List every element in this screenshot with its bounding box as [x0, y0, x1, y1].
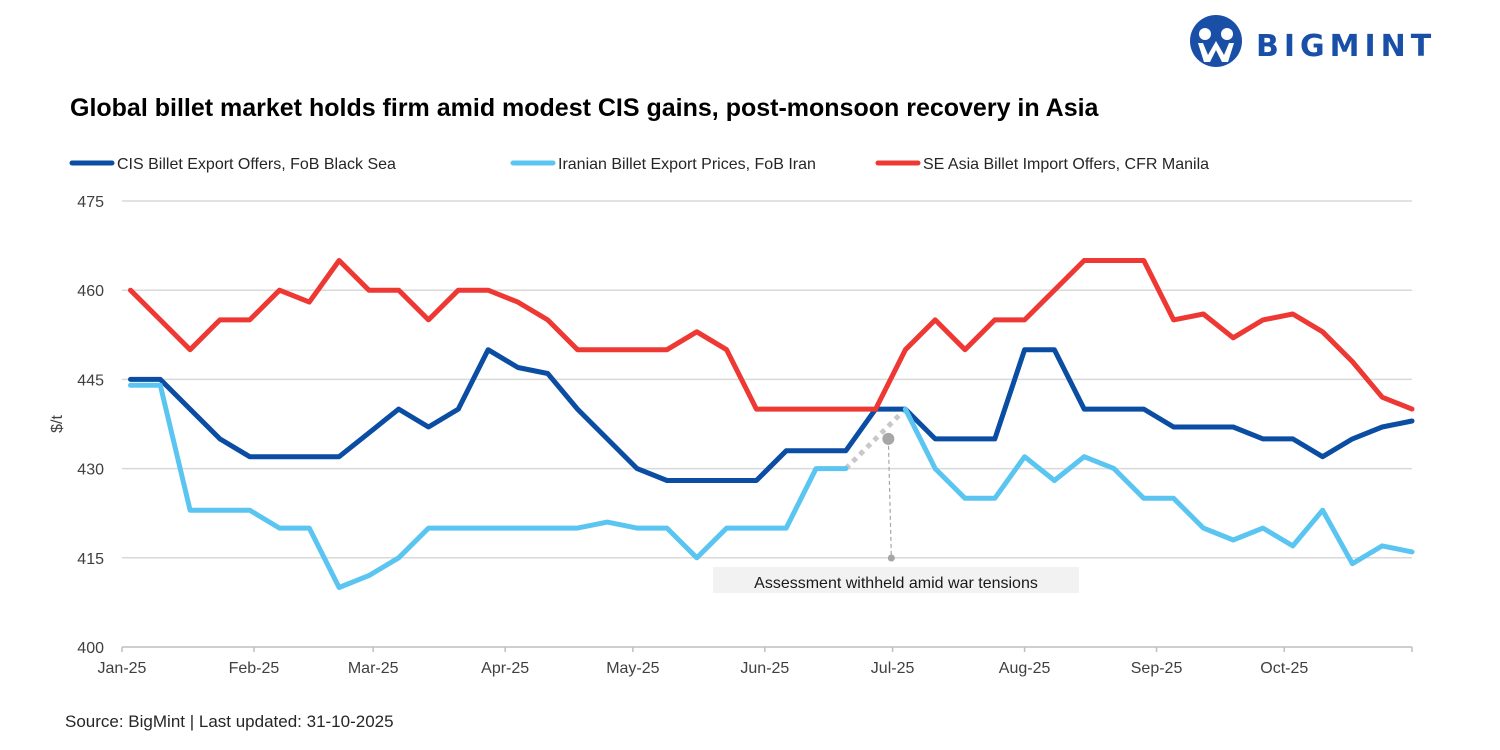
y-tick-label: 430: [77, 462, 104, 479]
y-tick-label: 415: [77, 551, 104, 568]
legend-label: CIS Billet Export Offers, FoB Black Sea: [117, 156, 396, 173]
x-axis: Jan-25 Feb-25 Mar-25 Apr-25 May-25 Jun-25 Jul-…: [98, 647, 1413, 677]
x-tick-label: May-25: [606, 660, 659, 677]
series-line-2: [902, 406, 1415, 567]
annotation-dot: [882, 432, 895, 445]
logo-text: BIGMINT: [1256, 29, 1436, 64]
x-tick-label: Mar-25: [348, 660, 399, 677]
y-axis-label: $/t: [49, 415, 66, 433]
annotation-box: [713, 567, 1079, 593]
x-tick-label: Jan-25: [98, 660, 147, 677]
y-tick-label: 445: [77, 372, 104, 389]
x-tick-label: Feb-25: [229, 660, 280, 677]
y-tick-label: 475: [77, 194, 104, 211]
x-tick-label: Aug-25: [999, 660, 1051, 677]
legend: CIS Billet Export Offers, FoB Black Sea I…: [69, 156, 1209, 173]
y-axis: 400 415 430 445 460 475: [77, 194, 104, 657]
legend-label: Iranian Billet Export Prices, FoB Iran: [558, 156, 816, 173]
gap-dotted-line: [843, 407, 908, 471]
annotation-text: Assessment withheld amid war tensions: [754, 575, 1038, 592]
y-tick-label: 460: [77, 283, 104, 300]
series-lines: [128, 258, 1415, 590]
y-tick-label: 400: [77, 640, 104, 657]
source-note: Source: BigMint | Last updated: 31-10-20…: [65, 712, 394, 731]
x-tick-label: Sep-25: [1131, 660, 1183, 677]
x-tick-label: Jun-25: [740, 660, 789, 677]
gridlines: [122, 200, 1412, 648]
chart-title: Global billet market holds firm amid mod…: [70, 94, 1100, 122]
bigmint-logo: BIGMINT: [1190, 15, 1436, 67]
series-line-1: [128, 347, 1415, 483]
x-tick-label: Jul-25: [871, 660, 915, 677]
annotation: Assessment withheld amid war tensions: [713, 407, 1079, 593]
annotation-end-dot: [887, 554, 895, 562]
x-tick-label: Oct-25: [1260, 660, 1308, 677]
annotation-leader-line: [887, 438, 892, 559]
legend-label: SE Asia Billet Import Offers, CFR Manila: [923, 156, 1209, 173]
series-line-3: [128, 258, 1415, 412]
x-tick-label: Apr-25: [481, 660, 529, 677]
